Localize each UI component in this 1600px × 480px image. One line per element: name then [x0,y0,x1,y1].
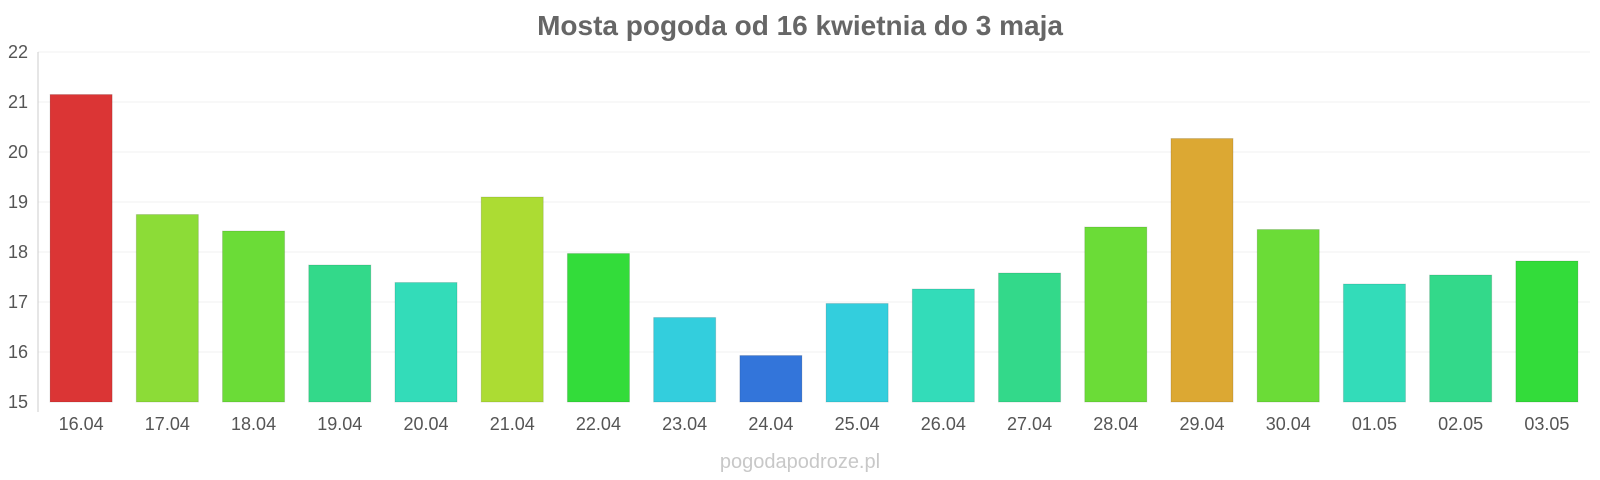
bar [825,303,889,403]
y-tick-labels: 15 16 17 18 19 20 21 22 [8,42,28,412]
bar [1256,229,1320,403]
x-tick-label: 01.05 [1352,414,1397,434]
x-tick-label: 19.04 [317,414,362,434]
bar [739,355,803,403]
x-tick-label: 26.04 [921,414,966,434]
bar [394,282,458,403]
x-tick-label: 29.04 [1179,414,1224,434]
y-tick-label: 18 [8,242,28,262]
bar [566,253,630,403]
y-tick-label: 15 [8,392,28,412]
x-tick-label: 21.04 [490,414,535,434]
x-tick-label: 20.04 [403,414,448,434]
y-tick-label: 20 [8,142,28,162]
x-tick-label: 16.04 [59,414,104,434]
x-tick-label: 22.04 [576,414,621,434]
bar [1342,283,1406,403]
watermark: pogodapodroze.pl [719,451,881,473]
x-tick-label: 18.04 [231,414,276,434]
bar [1515,260,1579,403]
bar [222,230,286,403]
x-tick-label: 02.05 [1438,414,1483,434]
x-tick-label: 23.04 [662,414,707,434]
x-tick-label: 17.04 [145,414,190,434]
x-tick-label: 25.04 [835,414,880,434]
y-tick-label: 17 [8,292,28,312]
x-tick-label: 28.04 [1093,414,1138,434]
y-tick-label: 16 [8,342,28,362]
x-tick-label: 03.05 [1524,414,1569,434]
x-tick-label: 27.04 [1007,414,1052,434]
gridlines [38,51,1590,353]
y-tick-label: 22 [8,42,28,62]
x-tick-label: 24.04 [748,414,793,434]
bar [480,196,544,403]
bar [1429,274,1493,403]
bar [308,264,372,403]
chart-title: Mosta pogoda od 16 kwietnia do 3 maja [537,10,1063,41]
bar [653,317,717,403]
bars [49,94,1579,403]
bar [998,272,1062,403]
bar [49,94,113,403]
x-tick-label: 30.04 [1266,414,1311,434]
y-tick-label: 19 [8,192,28,212]
bar [1170,138,1234,403]
x-tick-labels: 16.04 17.04 18.04 19.04 20.04 21.04 22.04 23.04… [59,414,1570,434]
bar [1084,226,1148,403]
y-tick-label: 21 [8,92,28,112]
bar [911,288,975,403]
bar [135,214,199,403]
